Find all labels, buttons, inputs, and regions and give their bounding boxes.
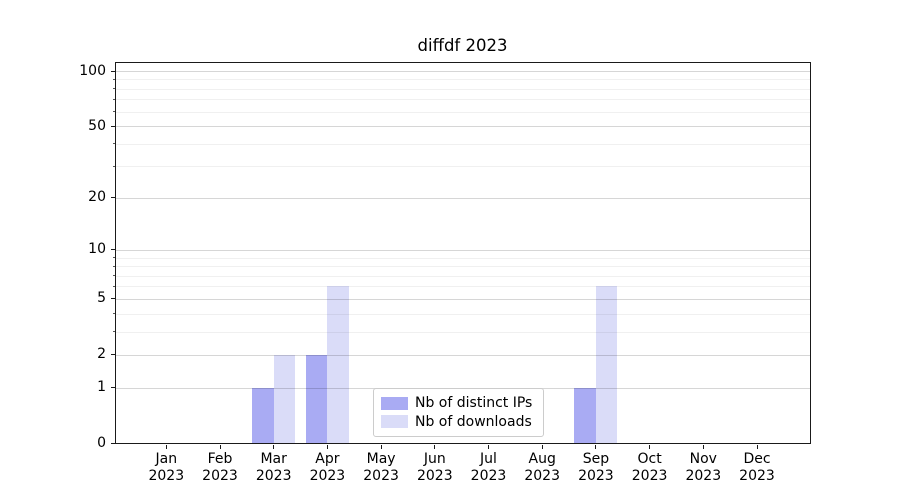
legend-label-distinct-ips: Nb of distinct IPs xyxy=(415,395,533,412)
x-tick-mark xyxy=(219,444,221,449)
x-tick-mark xyxy=(273,444,275,449)
x-tick-label-dec: Dec 2023 xyxy=(727,451,787,484)
x-tick-year: 2023 xyxy=(202,467,238,484)
x-tick-label-feb: Feb 2023 xyxy=(190,451,250,484)
x-tick-label-aug: Aug 2023 xyxy=(512,451,572,484)
x-tick-year: 2023 xyxy=(685,467,722,484)
y-tick-label: 100 xyxy=(79,62,106,79)
y-tick-label: 1 xyxy=(97,379,106,396)
y-tick-label: 10 xyxy=(88,241,106,258)
x-tick-label-mar: Mar 2023 xyxy=(244,451,304,484)
x-tick-label-apr: Apr 2023 xyxy=(297,451,357,484)
x-tick-label-jan: Jan 2023 xyxy=(136,451,196,484)
y-tick-label: 5 xyxy=(97,290,106,307)
x-tick-year: 2023 xyxy=(363,467,399,484)
legend: Nb of distinct IPs Nb of downloads xyxy=(373,388,544,437)
plot-area xyxy=(114,62,811,444)
x-tick-month: Nov xyxy=(689,451,717,467)
x-tick-mark xyxy=(541,444,543,449)
x-tick-label-jun: Jun 2023 xyxy=(405,451,465,484)
x-tick-mark xyxy=(380,444,382,449)
legend-item-downloads: Nb of downloads xyxy=(381,414,536,430)
y-tick-label: 20 xyxy=(88,189,106,206)
x-tick-month: Dec xyxy=(743,451,771,467)
x-tick-year: 2023 xyxy=(739,467,775,484)
x-tick-mark xyxy=(649,444,651,449)
chart-title: diffdf 2023 xyxy=(417,36,508,55)
x-tick-month: Jun xyxy=(423,451,446,467)
x-tick-label-may: May 2023 xyxy=(351,451,411,484)
x-tick-month: Sep xyxy=(582,451,610,467)
legend-swatch-downloads xyxy=(381,415,408,429)
x-tick-mark xyxy=(434,444,436,449)
x-tick-month: Mar xyxy=(260,451,287,467)
x-tick-year: 2023 xyxy=(524,467,560,484)
legend-swatch-distinct-ips xyxy=(381,396,408,410)
x-tick-year: 2023 xyxy=(578,467,614,484)
x-tick-mark xyxy=(326,444,328,449)
x-tick-mark xyxy=(488,444,489,449)
x-tick-month: Oct xyxy=(637,451,662,467)
y-tick-label: 0 xyxy=(97,435,106,451)
y-tick-label: 2 xyxy=(97,346,106,363)
x-tick-month: May xyxy=(366,451,396,467)
x-tick-year: 2023 xyxy=(631,467,668,484)
x-tick-mark xyxy=(702,444,704,449)
x-tick-mark xyxy=(165,444,167,449)
x-tick-label-jul: Jul 2023 xyxy=(459,451,519,484)
y-tick-label: 50 xyxy=(88,117,106,134)
x-tick-mark xyxy=(595,444,597,449)
x-tick-month: Jul xyxy=(480,451,497,467)
x-tick-label-oct: Oct 2023 xyxy=(620,451,680,484)
x-tick-year: 2023 xyxy=(255,467,292,484)
x-tick-year: 2023 xyxy=(309,467,346,484)
x-tick-month: Jan xyxy=(155,451,178,467)
x-tick-mark xyxy=(756,444,758,449)
x-tick-year: 2023 xyxy=(148,467,185,484)
x-tick-month: Feb xyxy=(207,451,233,467)
x-tick-month: Aug xyxy=(528,451,556,467)
x-tick-year: 2023 xyxy=(470,467,507,484)
legend-item-distinct-ips: Nb of distinct IPs xyxy=(381,395,536,411)
x-tick-year: 2023 xyxy=(416,467,453,484)
x-tick-month: Apr xyxy=(315,451,340,467)
x-tick-label-sep: Sep 2023 xyxy=(566,451,626,484)
x-tick-label-nov: Nov 2023 xyxy=(673,451,733,484)
legend-label-downloads: Nb of downloads xyxy=(415,413,532,430)
